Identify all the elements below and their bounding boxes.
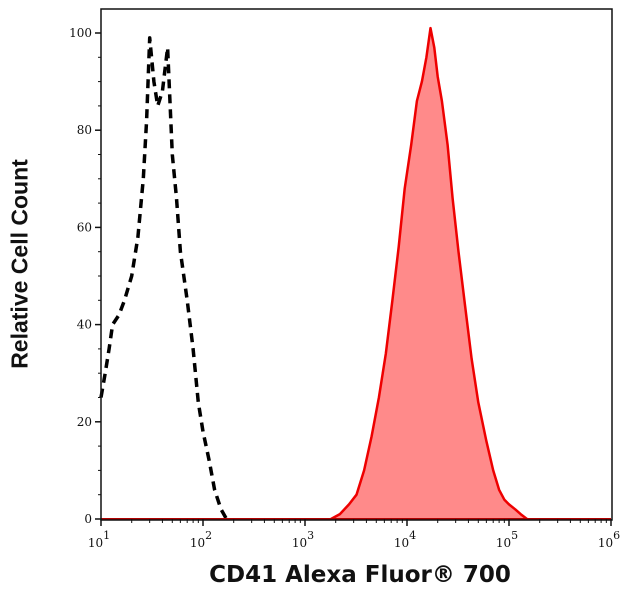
- y-axis-label-text: Relative Cell Count: [6, 159, 33, 369]
- y-tick-label: 80: [77, 123, 92, 137]
- plot-frame: [100, 8, 613, 521]
- y-tick-label: 40: [77, 318, 92, 332]
- cd41-histogram-line: [330, 26, 528, 521]
- control-histogram-line: [99, 36, 229, 520]
- x-tick-label: 106: [598, 529, 620, 550]
- x-tick-label: 105: [496, 529, 518, 550]
- plot-area: [99, 26, 611, 521]
- x-tick-label: 103: [292, 529, 314, 550]
- x-axis: 101 102 103 104 105 106: [88, 519, 620, 550]
- x-tick-label: 101: [88, 529, 110, 550]
- y-tick-label: 20: [77, 415, 92, 429]
- y-tick-label: 0: [84, 512, 92, 526]
- y-tick-label: 100: [69, 26, 92, 40]
- x-axis-label: CD41 Alexa Fluor® 700: [209, 562, 511, 588]
- y-axis-label: Relative Cell Count: [0, 0, 40, 599]
- x-tick-label: 104: [394, 529, 416, 550]
- y-tick-label: 60: [77, 220, 92, 234]
- y-axis: 0 20 40 60 80 100: [69, 26, 101, 526]
- series-fill-1: [331, 28, 527, 519]
- x-tick-label: 102: [190, 529, 212, 550]
